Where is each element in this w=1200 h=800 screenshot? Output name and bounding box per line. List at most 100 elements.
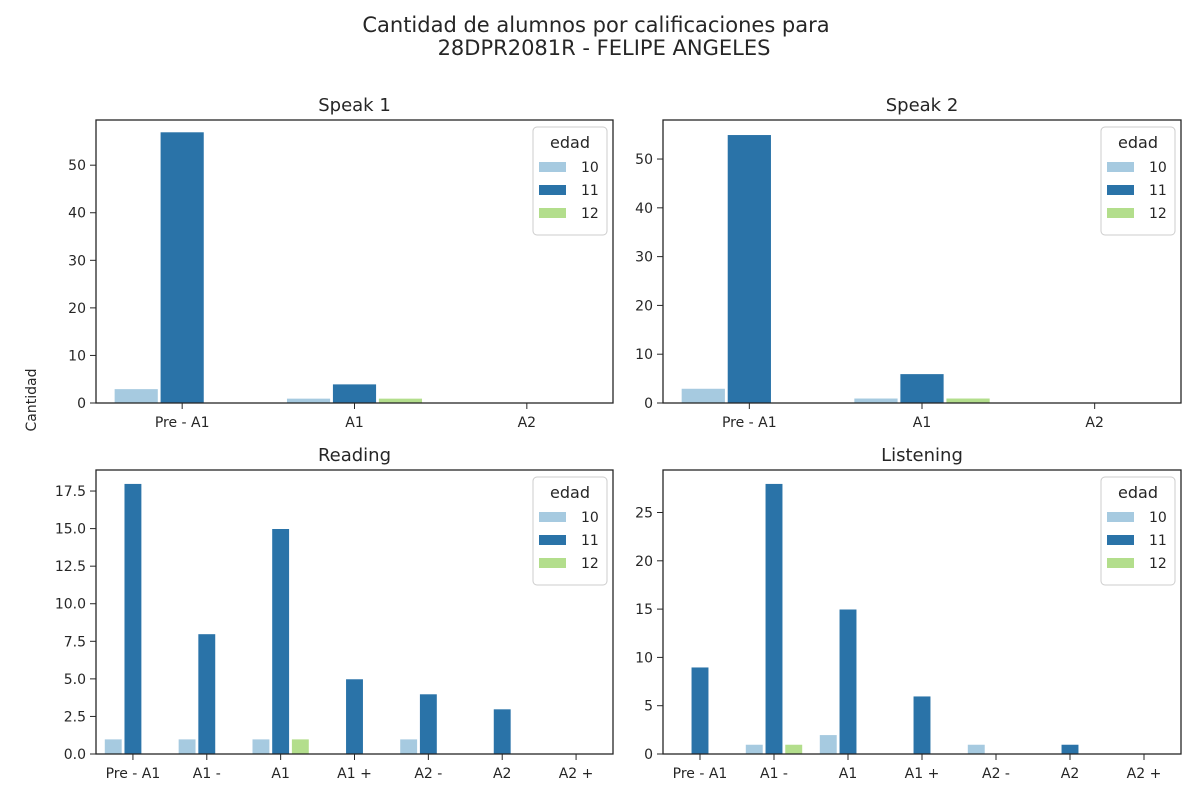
bar-speak-2-10-0 <box>680 387 726 404</box>
y-tick-label: 10 <box>68 348 86 364</box>
y-tick-label: 0 <box>644 396 653 412</box>
y-tick-label: 15 <box>635 602 653 618</box>
y-tick-label: 10 <box>635 347 653 363</box>
bar-listening-10-2 <box>819 734 838 755</box>
bar-reading-10-1 <box>177 738 197 755</box>
x-tick-label: A2 - <box>982 766 1010 782</box>
bar-reading-11-0 <box>123 483 143 755</box>
bars <box>680 134 991 404</box>
plot-frame <box>95 119 614 404</box>
y-tick-label: 30 <box>68 253 86 269</box>
y-tick-label: 12.5 <box>55 559 86 575</box>
bar-listening-11-1 <box>764 483 784 755</box>
plot-frame <box>662 469 1182 755</box>
legend-swatch-10 <box>539 162 566 172</box>
y-tick-label: 50 <box>635 152 653 168</box>
subplot-speak-2: Speak 2 0 10 20 30 40 50 Pre - A1 A1 A2 edad 10 11 12 <box>635 95 1182 431</box>
bar-reading-11-4 <box>419 693 438 755</box>
y-tick-label: 40 <box>68 206 86 222</box>
bar-speak-2-10-1 <box>853 397 899 404</box>
bar-reading-11-3 <box>345 678 364 755</box>
legend-swatch-11 <box>539 185 566 195</box>
legend-swatch-11 <box>1107 535 1134 545</box>
bar-speak-1-11-1 <box>332 383 377 404</box>
figure-title-line2: 28DPR2081R - FELIPE ANGELES <box>438 36 771 60</box>
y-tick-label: 15.0 <box>55 522 86 538</box>
x-tick-label: Pre - A1 <box>722 415 777 431</box>
y-tick-label: 20 <box>635 554 653 570</box>
bar-listening-11-0 <box>690 666 710 755</box>
x-tick-label: A2 + <box>559 766 594 782</box>
x-tick-label: Pre - A1 <box>106 766 161 782</box>
legend-swatch-10 <box>1107 512 1134 522</box>
subplot-title: Listening <box>881 445 963 466</box>
x-tick-label: A1 + <box>905 766 940 782</box>
legend-title: edad <box>550 483 590 502</box>
legend-label-10: 10 <box>1149 160 1167 176</box>
legend-swatch-12 <box>539 558 566 568</box>
y-tick-label: 7.5 <box>64 634 86 650</box>
bar-reading-10-2 <box>251 738 271 755</box>
x-tick-label: A1 <box>913 415 931 431</box>
legend-label-12: 12 <box>581 556 599 572</box>
subplot-title: Reading <box>318 445 391 466</box>
y-tick-label: 5 <box>644 699 653 715</box>
figure-title-line1: Cantidad de alumnos por calificaciones p… <box>362 13 829 37</box>
y-tick-label: 10.0 <box>55 597 86 613</box>
y-tick-label: 0 <box>644 747 653 763</box>
bar-listening-12-1 <box>784 743 803 755</box>
bar-listening-11-2 <box>838 608 858 755</box>
legend-swatch-12 <box>539 208 566 218</box>
legend: edad 10 11 12 <box>1100 126 1176 236</box>
legend-title: edad <box>550 133 590 152</box>
y-tick-label: 10 <box>635 650 653 666</box>
x-tick-label: A1 - <box>760 766 788 782</box>
bar-listening-10-4 <box>967 743 986 755</box>
legend: edad 10 11 12 <box>532 126 608 236</box>
x-tick-label: A1 - <box>193 766 221 782</box>
y-tick-label: 40 <box>635 201 653 217</box>
legend-swatch-10 <box>1107 162 1134 172</box>
bar-reading-10-0 <box>103 738 123 755</box>
legend-title: edad <box>1118 483 1158 502</box>
bars <box>690 483 1080 755</box>
bars <box>113 131 423 404</box>
legend: edad 10 11 12 <box>1100 476 1176 586</box>
legend-label-12: 12 <box>1149 556 1167 572</box>
x-tick-label: A2 <box>493 766 511 782</box>
x-tick-label: A2 + <box>1127 766 1162 782</box>
legend-swatch-12 <box>1107 558 1134 568</box>
bar-listening-11-3 <box>912 695 932 755</box>
bar-reading-11-2 <box>271 528 290 755</box>
legend: edad 10 11 12 <box>532 476 608 586</box>
x-tick-label: A2 <box>518 415 536 431</box>
x-tick-label: A1 <box>345 415 363 431</box>
y-tick-label: 0 <box>77 396 86 412</box>
legend-label-11: 11 <box>1149 533 1167 549</box>
y-tick-label: 0.0 <box>64 747 86 763</box>
x-tick-label: A2 - <box>414 766 442 782</box>
bar-listening-11-5 <box>1060 743 1080 755</box>
subplot-title: Speak 2 <box>886 95 959 116</box>
bar-speak-2-11-1 <box>899 373 945 404</box>
y-tick-label: 5.0 <box>64 672 86 688</box>
legend-swatch-11 <box>539 535 566 545</box>
y-tick-label: 20 <box>635 298 653 314</box>
subplot-listening: Listening 0 5 10 15 20 25 Pre - A1 A1 - A1 A1 + A2 … <box>635 445 1182 782</box>
subplot-reading: Reading 0.0 2.5 5.0 7.5 10.0 12.5 15.0 17.5 Pre -… <box>55 445 614 782</box>
x-tick-label: Pre - A1 <box>673 766 728 782</box>
y-tick-label: 50 <box>68 158 86 174</box>
bar-speak-1-10-0 <box>113 388 159 404</box>
bar-reading-11-5 <box>492 708 512 755</box>
y-tick-label: 30 <box>635 250 653 266</box>
y-tick-label: 20 <box>68 301 86 317</box>
legend-label-11: 11 <box>581 183 599 199</box>
x-tick-label: A2 <box>1085 415 1103 431</box>
plot-frame <box>662 119 1182 404</box>
x-tick-label: A2 <box>1061 766 1079 782</box>
legend-label-10: 10 <box>581 160 599 176</box>
x-tick-label: A1 + <box>337 766 372 782</box>
bar-reading-11-1 <box>197 633 217 755</box>
